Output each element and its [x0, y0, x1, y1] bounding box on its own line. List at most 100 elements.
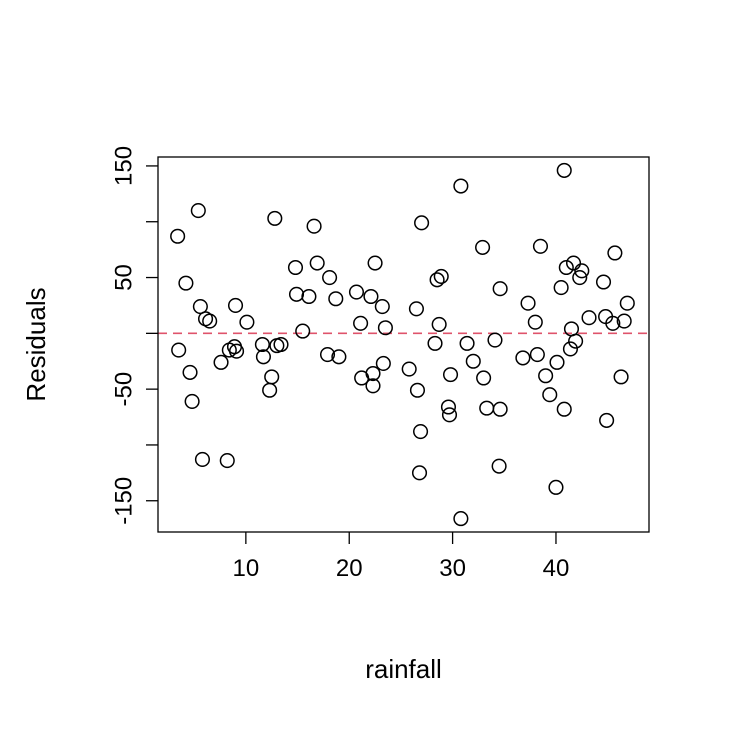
data-point	[556, 401, 572, 417]
data-point	[401, 361, 417, 377]
data-point	[491, 458, 507, 474]
data-point	[374, 299, 390, 315]
data-point	[171, 342, 187, 358]
y-tick-label: -150	[111, 477, 138, 525]
data-point	[182, 364, 198, 380]
data-point	[595, 274, 612, 290]
plot-frame	[157, 156, 650, 533]
data-point	[348, 284, 365, 300]
data-point	[442, 367, 459, 383]
data-point	[322, 269, 338, 286]
data-point	[309, 255, 325, 271]
data-point	[367, 255, 383, 271]
data-point	[487, 332, 503, 348]
data-point	[441, 407, 458, 423]
data-point	[433, 268, 449, 284]
data-point	[409, 382, 426, 398]
data-point	[365, 365, 381, 382]
data-point	[414, 215, 430, 231]
data-point	[375, 355, 391, 372]
data-point	[288, 286, 305, 302]
data-point	[542, 387, 558, 403]
y-axis: -150 -50 50 150	[111, 146, 158, 525]
data-point	[170, 228, 186, 244]
data-point	[553, 280, 569, 296]
data-point	[408, 301, 424, 317]
data-point	[529, 346, 545, 363]
y-axis-title: Residuals	[21, 287, 51, 401]
data-point	[229, 343, 245, 359]
data-point	[538, 368, 554, 384]
data-point	[202, 313, 218, 329]
data-point	[565, 255, 582, 271]
data-point	[328, 291, 344, 307]
data-point	[613, 369, 629, 385]
data-point	[254, 336, 270, 353]
data-point	[607, 245, 623, 261]
data-point	[548, 479, 564, 495]
data-point	[331, 349, 347, 365]
data-point	[453, 178, 469, 194]
data-point	[479, 400, 495, 416]
x-tick-label: 20	[336, 555, 363, 582]
data-point	[306, 218, 322, 234]
y-tick-label: 150	[111, 146, 138, 186]
data-point	[465, 353, 481, 369]
data-point	[365, 378, 381, 394]
data-point	[264, 369, 280, 385]
data-point	[581, 310, 597, 326]
data-point	[574, 263, 590, 279]
data-point	[562, 341, 578, 357]
data-point	[492, 401, 508, 417]
data-point	[572, 269, 588, 286]
data-point	[255, 349, 271, 365]
data-point	[227, 297, 244, 313]
data-point	[440, 399, 457, 415]
data-point	[549, 354, 565, 370]
data-point	[520, 295, 536, 311]
data-point	[413, 424, 429, 440]
data-point	[475, 239, 491, 255]
x-tick-label: 10	[233, 555, 260, 582]
data-point	[431, 316, 447, 332]
data-point	[605, 315, 621, 331]
plot-area	[158, 162, 649, 527]
x-axis-title: rainfall	[365, 654, 442, 684]
data-point	[459, 335, 475, 351]
data-point	[616, 313, 632, 329]
data-point	[515, 350, 531, 366]
data-point	[377, 320, 393, 336]
data-point	[558, 259, 574, 276]
data-point	[429, 272, 445, 288]
data-point	[353, 315, 369, 331]
data-point	[476, 370, 492, 386]
data-point	[363, 288, 379, 305]
data-point	[267, 210, 283, 226]
data-point	[184, 393, 200, 409]
data-point	[239, 314, 255, 330]
data-point	[527, 314, 543, 330]
y-tick-label: -50	[111, 372, 138, 407]
data-point	[492, 281, 508, 297]
x-tick-label: 30	[439, 555, 466, 582]
data-point	[194, 451, 210, 468]
data-point	[273, 336, 289, 353]
data-point	[301, 288, 317, 305]
data-point	[453, 511, 469, 527]
data-point	[190, 203, 206, 219]
data-point	[568, 333, 584, 349]
data-point	[295, 323, 311, 339]
data-point	[213, 354, 229, 370]
data-point	[178, 275, 194, 291]
data-point	[219, 453, 235, 469]
data-point	[287, 259, 304, 276]
x-axis: 10 20 30 40	[233, 532, 570, 582]
data-point	[319, 346, 336, 363]
data-point	[411, 465, 428, 481]
data-point	[427, 335, 443, 351]
data-point	[262, 382, 278, 398]
y-tick-label: 50	[111, 264, 138, 291]
data-point	[619, 295, 635, 311]
x-tick-label: 40	[543, 555, 570, 582]
